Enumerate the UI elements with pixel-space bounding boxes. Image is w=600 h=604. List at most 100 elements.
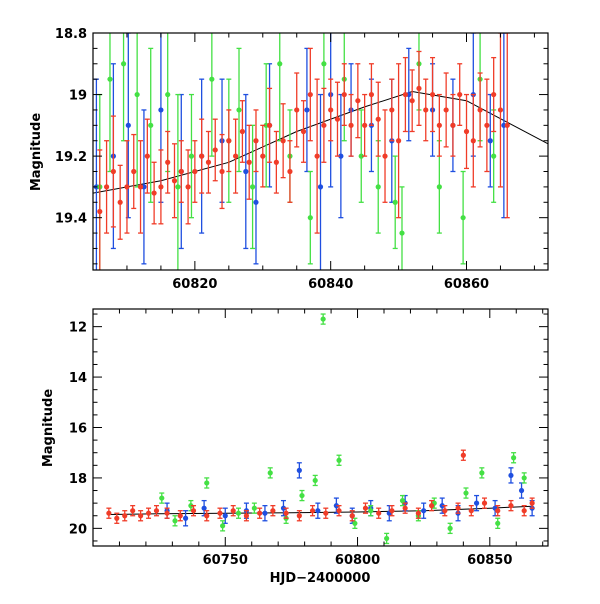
top-data-point — [117, 199, 123, 205]
top-data-point — [443, 107, 449, 113]
bottom-data-point — [336, 508, 342, 514]
top-data-point — [243, 168, 249, 175]
top-data-point — [260, 153, 266, 159]
bottom-plot-area — [106, 313, 535, 545]
bottom-data-point — [521, 508, 527, 514]
top-data-point — [199, 153, 205, 159]
top-data-point — [307, 91, 313, 98]
bottom-data-point — [201, 505, 207, 511]
top-data-point — [457, 91, 463, 98]
top-data-point — [491, 153, 497, 159]
bottom-data-point — [349, 513, 355, 519]
top-data-point — [277, 61, 283, 67]
bottom-data-point — [333, 503, 339, 509]
top-data-point — [314, 153, 320, 159]
bottom-data-point — [217, 510, 223, 516]
top-series-red — [97, 33, 510, 270]
bottom-panel-frame — [92, 308, 549, 547]
top-data-point — [307, 215, 313, 221]
top-data-point — [107, 76, 113, 82]
top-data-point — [362, 122, 368, 128]
bottom-data-point — [455, 505, 461, 511]
bottom-data-point — [182, 515, 189, 521]
bottom-data-point — [323, 510, 329, 516]
top-data-point — [355, 98, 361, 104]
bottom-data-point — [235, 510, 242, 516]
bottom-data-point — [508, 472, 514, 479]
top-data-point — [205, 159, 212, 165]
bottom-data-point — [402, 505, 408, 511]
bottom-data-point — [511, 455, 517, 461]
bottom-data-point — [442, 508, 448, 514]
bottom-data-point — [429, 503, 435, 509]
bottom-data-point — [495, 508, 501, 514]
top-panel: 60820 60840 60860 18.8 19 19.2 19.4 Magnitude — [29, 27, 549, 292]
top-data-point — [328, 107, 334, 113]
bottom-y-tick-label: 14 — [69, 371, 87, 386]
top-data-point — [249, 184, 256, 190]
top-data-point — [450, 122, 456, 128]
bottom-data-point — [257, 510, 263, 516]
top-data-point — [423, 107, 429, 113]
bottom-data-point — [315, 508, 321, 514]
top-data-point — [239, 128, 246, 135]
top-data-point — [185, 184, 191, 190]
bottom-ylabel: Magnitude — [41, 389, 56, 468]
top-data-point — [477, 107, 483, 113]
bottom-data-point — [384, 535, 390, 542]
top-data-point — [334, 116, 341, 122]
bottom-y-tick-label: 16 — [69, 422, 87, 437]
bottom-data-point — [188, 503, 194, 509]
bottom-series-red — [106, 449, 535, 524]
bottom-data-point — [309, 508, 316, 514]
top-data-point — [392, 199, 398, 205]
top-data-point — [460, 215, 466, 221]
bottom-data-point — [320, 316, 326, 322]
top-data-point — [341, 91, 347, 98]
top-ylabel: Magnitude — [29, 113, 44, 192]
bottom-data-point — [159, 495, 165, 501]
top-data-point — [358, 153, 364, 159]
bottom-data-point — [463, 490, 469, 496]
bottom-data-point — [130, 508, 136, 514]
top-y-tick-label: 18.8 — [55, 27, 87, 42]
bottom-data-point — [389, 508, 395, 514]
bottom-data-point — [299, 492, 305, 499]
top-data-point — [399, 230, 405, 236]
top-data-point — [253, 138, 259, 144]
top-data-point — [97, 208, 103, 215]
bottom-data-point — [508, 503, 514, 509]
bottom-y-tick-label: 20 — [69, 522, 87, 537]
bottom-data-point — [243, 513, 250, 519]
bottom-data-point — [447, 525, 453, 531]
top-data-point — [321, 122, 327, 128]
bottom-data-point — [529, 500, 535, 506]
top-data-point — [219, 168, 225, 175]
bottom-data-point — [172, 518, 178, 524]
top-data-point — [287, 168, 293, 175]
top-data-point — [171, 178, 178, 184]
bottom-data-point — [521, 475, 527, 481]
bottom-data-point — [230, 508, 236, 514]
top-data-point — [304, 107, 310, 113]
top-data-point — [178, 168, 184, 175]
top-data-point — [436, 184, 442, 190]
top-data-point — [158, 184, 164, 190]
bottom-data-point — [312, 477, 318, 484]
bottom-model-curve — [108, 505, 533, 515]
bottom-data-point — [283, 510, 289, 516]
bottom-data-point — [280, 505, 287, 511]
bottom-data-point — [220, 523, 226, 529]
top-panel-ticks: 60820 60840 60860 18.8 19 19.2 19.4 — [55, 27, 548, 292]
top-y-tick-label: 19.2 — [55, 150, 87, 165]
bottom-data-point — [296, 467, 302, 473]
top-x-tick-label: 60860 — [444, 277, 489, 292]
top-data-point — [233, 153, 239, 159]
top-data-point — [497, 107, 504, 113]
bottom-data-point — [138, 513, 144, 519]
top-data-point — [368, 91, 375, 98]
top-data-point — [338, 153, 344, 159]
bottom-data-point — [270, 508, 276, 514]
